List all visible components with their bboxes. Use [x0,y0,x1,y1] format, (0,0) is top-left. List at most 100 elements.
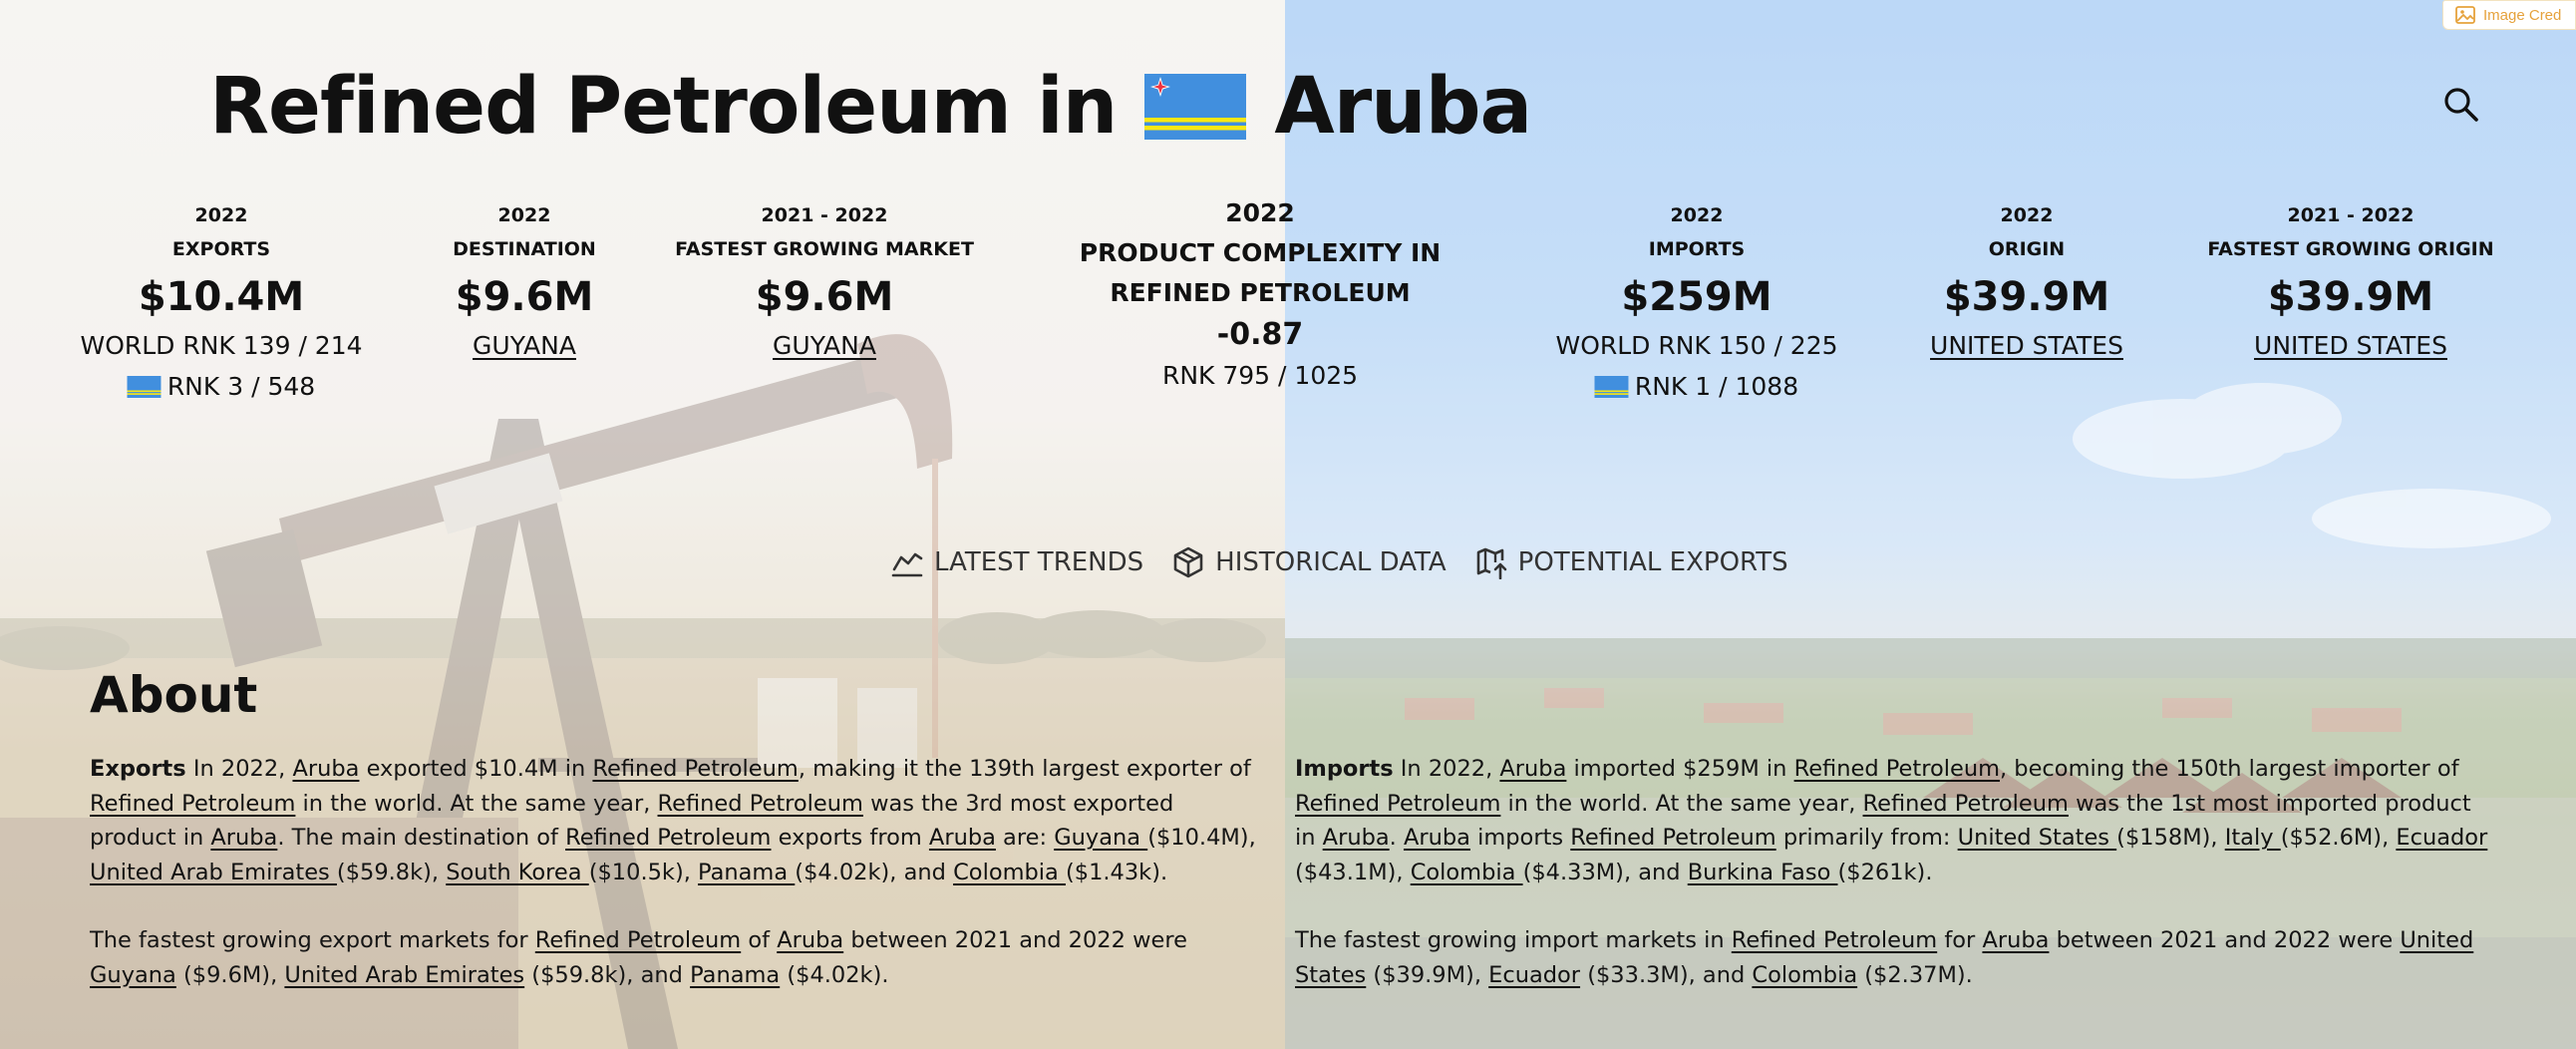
stat-imports-country-rank-text: RNK 1 / 1088 [1634,372,1799,401]
stat-destination-year: 2022 [497,204,551,226]
link-aruba[interactable]: Aruba [1322,825,1390,851]
link-refined-petroleum[interactable]: Refined Petroleum [1862,790,2069,817]
text: imports [1469,825,1571,851]
link-refined-petroleum[interactable]: Refined Petroleum [1793,756,2000,782]
stat-product-complexity: 2022 PRODUCT COMPLEXITY IN REFINED PETRO… [1080,193,1441,395]
text: ($1.43k). [1065,859,1168,885]
link-refined-petroleum[interactable]: Refined Petroleum [90,790,296,817]
text: ($59.8k), [336,859,447,885]
link-burkina-faso[interactable]: Burkina Faso [1687,859,1838,885]
link-united-arab-emirates[interactable]: United Arab Emirates [284,961,525,988]
text: In 2022, [185,756,293,782]
text: ($10.4M), [1147,825,1256,851]
text: was the 1st most imported product in [1295,790,2471,852]
exports-lead: Exports [90,756,186,782]
text: ($261k). [1837,859,1933,885]
stat-imports-year: 2022 [1670,204,1724,226]
link-south-korea[interactable]: South Korea [446,859,589,885]
about-imports-column: Imports In 2022, Aruba imported $259M in… [1295,752,2491,1026]
link-refined-petroleum[interactable]: Refined Petroleum [565,825,772,851]
link-guyana[interactable]: Guyana [1054,825,1148,851]
tab-potential-exports[interactable]: POTENTIAL EXPORTS [1474,545,1788,579]
search-icon[interactable] [2440,84,2480,124]
imports-lead: Imports [1295,756,1394,782]
about-imports-paragraph: Imports In 2022, Aruba imported $259M in… [1295,752,2491,889]
stat-origin-year: 2022 [2000,204,2054,226]
link-italy[interactable]: Italy [2224,825,2281,851]
stat-destination: 2022 DESTINATION $9.6M GUYANA [453,201,596,367]
stat-origin-label: ORIGIN [1988,238,2066,260]
page-title: Refined Petroleum in Aruba [209,52,1532,162]
stat-imports: 2022 IMPORTS $259M WORLD RNK 150 / 225 R… [1555,201,1837,407]
text: ($33.3M), and [1580,961,1753,988]
stat-fastest-origin-link[interactable]: UNITED STATES [2254,331,2447,360]
stat-exports-country-rank: RNK 3 / 548 [80,367,362,407]
stat-complexity-year: 2022 [1225,198,1295,227]
text: ($39.9M), [1366,961,1489,988]
map-arrow-icon [1476,547,1506,579]
stat-imports-country-rank: RNK 1 / 1088 [1555,367,1837,407]
text: , becoming the 150th largest importer of [2000,756,2459,782]
stat-origin-value: $39.9M [1943,274,2110,320]
link-united-states[interactable]: United States [1957,825,2117,851]
link-aruba[interactable]: Aruba [1499,756,1567,782]
link-guyana[interactable]: Guyana [90,961,176,988]
link-aruba[interactable]: Aruba [1403,825,1470,851]
link-refined-petroleum[interactable]: Refined Petroleum [1295,790,1501,817]
tab-latest-trends-label: LATEST TRENDS [934,547,1144,577]
link-united-arab-emirates[interactable]: United Arab Emirates [90,859,337,885]
link-colombia[interactable]: Colombia [1752,961,1858,988]
link-ecuador[interactable]: Ecuador [2396,825,2488,851]
link-aruba[interactable]: Aruba [777,927,844,953]
text: primarily from: [1775,825,1958,851]
link-panama[interactable]: Panama [698,859,796,885]
text: between 2021 and 2022 were [843,927,1187,953]
link-united-states[interactable]: United States [1295,927,2474,988]
about-exports-paragraph: Exports In 2022, Aruba exported $10.4M i… [90,752,1266,889]
link-refined-petroleum[interactable]: Refined Petroleum [1570,825,1776,851]
background-right-haze [1285,0,2576,1049]
link-refined-petroleum[interactable]: Refined Petroleum [657,790,863,817]
stat-destination-value: $9.6M [455,274,594,320]
stat-fastest-market: 2021 - 2022 FASTEST GROWING MARKET $9.6M… [675,201,974,367]
link-colombia[interactable]: Colombia [1410,859,1523,885]
text: , making it the 139th largest exporter o… [798,756,1251,782]
link-aruba[interactable]: Aruba [928,825,996,851]
image-icon [2455,6,2475,24]
stat-destination-link[interactable]: GUYANA [473,331,576,360]
link-refined-petroleum[interactable]: Refined Petroleum [1731,927,1938,953]
text: of [741,927,778,953]
link-aruba[interactable]: Aruba [292,756,360,782]
text: for [1937,927,1983,953]
tab-latest-trends[interactable]: LATEST TRENDS [890,545,1143,579]
stat-imports-label: IMPORTS [1648,238,1746,260]
text: ($4.33M), and [1522,859,1688,885]
pumpjack-background-image [0,334,1285,1049]
text: ($10.5k), [588,859,699,885]
stat-origin-link[interactable]: UNITED STATES [1930,331,2123,360]
text: in the world. At the same year, [295,790,658,817]
stat-complexity-label-2: REFINED PETROLEUM [1110,278,1411,307]
link-aruba[interactable]: Aruba [1982,927,2050,953]
link-colombia[interactable]: Colombia [953,859,1066,885]
text: between 2021 and 2022 were [2049,927,2401,953]
stat-fastest-market-value: $9.6M [755,274,894,320]
stat-fastest-market-label: FASTEST GROWING MARKET [675,238,974,260]
link-ecuador[interactable]: Ecuador [1488,961,1581,988]
image-credit-button[interactable]: Image Cred [2442,0,2576,30]
page-title-country: Aruba [1274,62,1532,152]
cube-icon [1173,546,1203,578]
link-refined-petroleum[interactable]: Refined Petroleum [592,756,799,782]
stat-origin: 2022 ORIGIN $39.9M UNITED STATES [1930,201,2123,367]
link-refined-petroleum[interactable]: Refined Petroleum [534,927,742,953]
link-aruba[interactable]: Aruba [210,825,278,851]
stat-fastest-market-link[interactable]: GUYANA [773,331,876,360]
text: . The main destination of [277,825,566,851]
text: The fastest growing export markets for [90,927,535,953]
text: . [1389,825,1404,851]
stat-imports-world-rank: WORLD RNK 150 / 225 [1555,331,1838,360]
link-panama[interactable]: Panama [690,961,781,988]
tab-historical-data[interactable]: HISTORICAL DATA [1171,545,1447,579]
stat-fastest-market-year: 2021 - 2022 [761,204,888,226]
stat-imports-value: $259M [1621,274,1772,320]
